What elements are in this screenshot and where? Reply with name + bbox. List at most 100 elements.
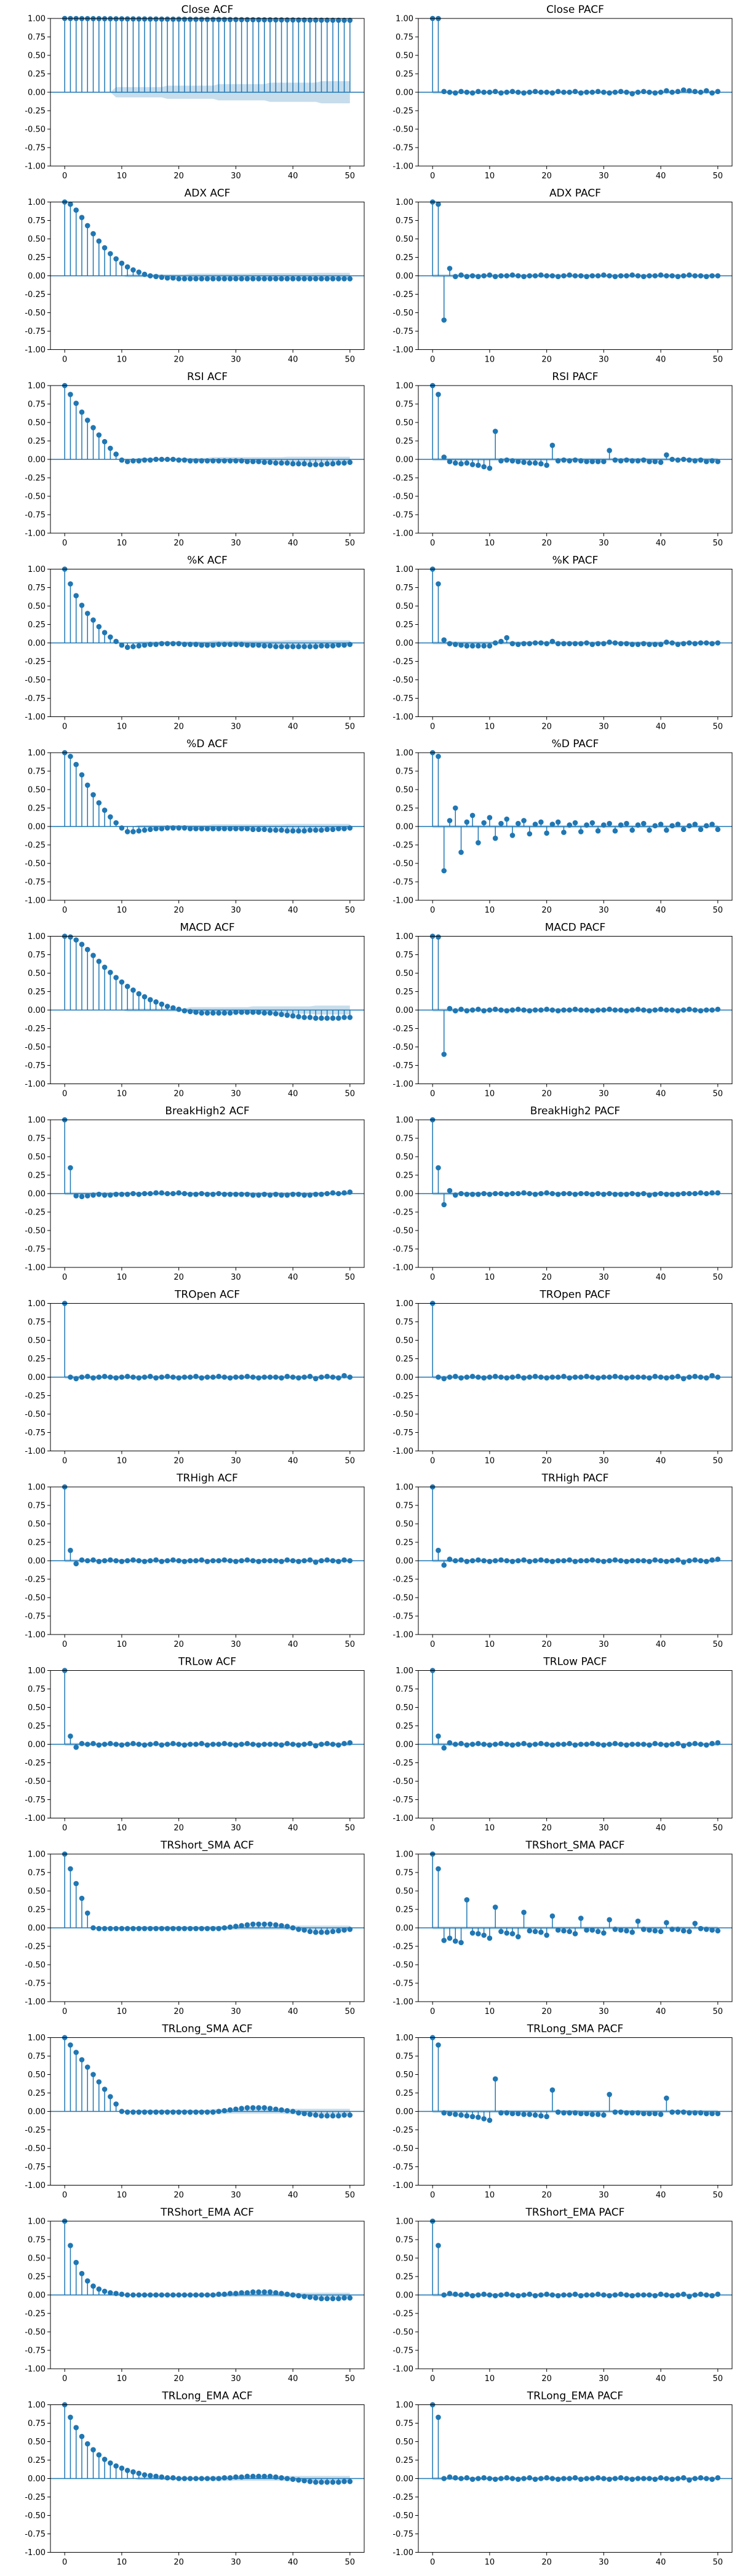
y-tick-label: -0.25 [25,2493,46,2502]
panel-trshort-sma-pacf: TRShort_SMA PACF-1.00-0.75-0.50-0.250.00… [392,1839,733,2016]
y-tick-label: 0.50 [396,1336,413,1345]
marker-lag-18 [164,1558,170,1564]
x-tick-label: 30 [599,2374,609,2384]
marker-lag-8 [476,1741,481,1746]
y-tick-label: 0.75 [396,1502,413,1511]
marker-lag-34 [256,1375,261,1381]
marker-lag-26 [578,641,584,646]
marker-lag-48 [335,2113,341,2118]
panel-title: MACD PACF [545,922,606,934]
y-tick-label: 0.50 [28,1520,46,1529]
marker-lag-46 [692,2110,698,2116]
marker-lag-1 [68,201,73,207]
marker-lag-5 [90,1192,96,1198]
y-tick-label: 1.00 [396,1116,413,1125]
marker-lag-9 [113,1558,119,1564]
marker-lag-32 [612,1927,618,1932]
marker-lag-31 [239,826,244,831]
marker-lag-7 [469,1930,476,1936]
y-tick-label: -1.00 [392,346,413,355]
marker-lag-19 [170,2475,176,2481]
marker-lag-4 [452,2291,458,2297]
marker-lag-6 [464,2475,470,2481]
marker-lag-47 [330,2296,336,2302]
marker-lag-5 [90,2283,96,2289]
panel-trshort-ema-acf: TRShort_EMA ACF-1.00-0.75-0.50-0.250.000… [25,2206,365,2384]
marker-lag-15 [515,2293,521,2299]
marker-lag-38 [279,460,284,466]
y-tick-label: -1.00 [25,162,46,172]
marker-lag-32 [244,276,250,282]
marker-lag-10 [487,1558,493,1564]
marker-lag-9 [481,1932,487,1938]
marker-lag-47 [698,2475,704,2481]
marker-lag-42 [301,2110,307,2117]
marker-lag-20 [176,641,181,646]
x-tick-label: 10 [485,2558,495,2567]
marker-lag-45 [319,276,324,282]
marker-lag-29 [227,1924,233,1930]
marker-lag-14 [141,827,148,833]
x-tick-label: 0 [62,2374,67,2384]
marker-lag-1 [68,753,73,759]
marker-lag-30 [233,641,239,648]
y-tick-label: -0.75 [392,1612,413,1622]
marker-lag-47 [330,17,336,23]
marker-lag-1 [68,1866,73,1872]
x-tick-label: 50 [345,1824,356,1833]
marker-lag-48 [703,823,709,829]
marker-lag-34 [256,1558,261,1564]
marker-lag-12 [498,273,504,279]
marker-lag-23 [193,1925,199,1932]
y-tick-label: 0.00 [28,823,46,832]
marker-lag-3 [447,818,453,823]
marker-lag-49 [341,17,347,23]
marker-lag-31 [239,2474,244,2480]
y-tick-label: -0.25 [392,474,413,483]
marker-lag-32 [612,274,618,280]
marker-lag-25 [204,1742,210,1748]
marker-lag-17 [159,1742,165,1748]
y-tick-label: -1.00 [25,897,46,906]
marker-lag-24 [567,458,573,464]
y-tick-label: 1.00 [396,1666,413,1676]
y-tick-label: -1.00 [25,346,46,355]
marker-lag-18 [532,1928,538,1935]
marker-lag-38 [279,2107,284,2113]
marker-lag-4 [452,1192,458,1198]
marker-lag-27 [584,1191,589,1197]
marker-lag-8 [476,1007,481,1012]
marker-lag-38 [279,1192,284,1198]
marker-lag-20 [176,1190,181,1196]
marker-lag-18 [164,275,170,281]
marker-lag-27 [216,1558,221,1564]
x-tick-label: 20 [541,723,552,732]
marker-lag-7 [102,964,108,970]
y-tick-label: 0.00 [28,89,46,98]
y-tick-label: 0.50 [396,1703,413,1713]
marker-lag-25 [572,1007,578,1012]
marker-lag-20 [544,462,549,468]
marker-lag-6 [96,432,102,438]
x-tick-label: 50 [345,539,356,548]
marker-lag-34 [624,457,629,463]
marker-lag-28 [589,1927,596,1933]
marker-lag-32 [244,642,250,648]
marker-lag-35 [629,2110,635,2116]
y-tick-label: 0.25 [396,253,413,263]
marker-lag-19 [538,1929,544,1935]
marker-lag-24 [567,1928,573,1935]
y-tick-label: 0.00 [28,1373,46,1382]
y-tick-label: -0.50 [392,1043,413,1052]
y-tick-label: -0.50 [392,309,413,318]
x-tick-label: 0 [62,2007,67,2016]
marker-lag-46 [692,1007,698,1013]
marker-lag-12 [130,987,136,993]
marker-lag-2 [73,1880,79,1887]
marker-lag-4 [84,1742,90,1747]
marker-lag-25 [572,2110,578,2116]
y-tick-label: 0.50 [396,235,413,244]
y-tick-label: -1.00 [392,1631,413,1640]
y-tick-label: -0.50 [25,676,46,685]
marker-lag-16 [521,2292,527,2298]
